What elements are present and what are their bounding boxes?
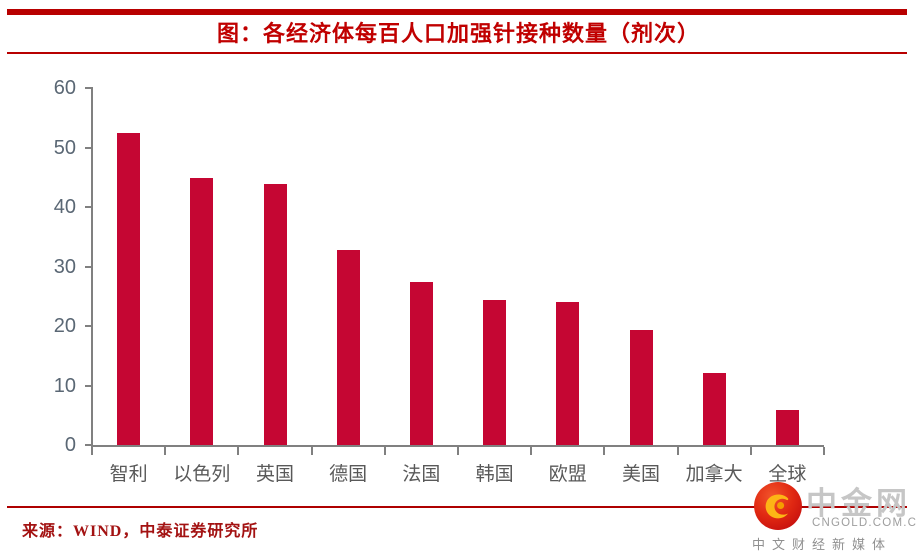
bar-加拿大 xyxy=(702,373,726,445)
x-tick xyxy=(676,447,679,455)
x-category-label: 法国 xyxy=(402,464,441,485)
y-axis-line xyxy=(91,87,93,446)
y-tick xyxy=(85,206,91,208)
cngold-swirl-icon xyxy=(754,482,802,530)
y-tick-label: 60 xyxy=(53,77,76,99)
x-tick xyxy=(164,447,167,455)
cngold-logo: 中金网 CNGOLD.COM.CN 中文财经新媒体 xyxy=(750,477,917,552)
bar-智利 xyxy=(117,132,141,445)
y-tick xyxy=(85,444,91,446)
bar-欧盟 xyxy=(556,301,580,445)
bar-美国 xyxy=(629,330,653,445)
y-tick-label: 0 xyxy=(64,434,76,456)
x-category-label: 英国 xyxy=(255,464,294,485)
x-axis-line xyxy=(91,445,824,447)
logo-tagline: 中文财经新媒体 xyxy=(752,537,893,552)
x-category-label: 美国 xyxy=(621,464,660,485)
y-tick xyxy=(85,325,91,327)
bar-韩国 xyxy=(483,300,507,445)
bar-法国 xyxy=(409,281,433,445)
title-underline-rule xyxy=(7,52,907,54)
y-tick xyxy=(85,384,91,387)
x-tick xyxy=(749,447,752,455)
x-category-label: 欧盟 xyxy=(548,464,587,485)
x-tick xyxy=(91,447,93,455)
x-tick xyxy=(237,447,240,455)
source-note: 来源：WIND，中泰证券研究所 xyxy=(22,523,259,540)
logo-name: 中金网 xyxy=(806,486,911,521)
bar-德国 xyxy=(336,249,360,445)
y-tick-label: 20 xyxy=(53,315,76,337)
x-category-label: 以色列 xyxy=(173,464,231,485)
x-tick xyxy=(383,447,386,455)
top-rule xyxy=(7,9,907,15)
bar-全球 xyxy=(775,410,799,445)
x-category-label: 德国 xyxy=(329,464,368,485)
bar-英国 xyxy=(263,184,287,445)
y-tick xyxy=(85,146,91,149)
y-tick-label: 10 xyxy=(53,374,76,397)
y-tick-label: 40 xyxy=(53,196,76,218)
x-category-label: 韩国 xyxy=(475,464,514,485)
bar-chart: 0 10 20 30 40 50 60 智利 以色列 英国 德国 法国 韩国 欧盟 美国 加拿大 全球 xyxy=(0,60,917,500)
y-tick-label: 30 xyxy=(53,255,76,278)
footer-rule xyxy=(7,506,907,508)
bar-以色列 xyxy=(190,178,214,445)
x-tick xyxy=(823,447,825,455)
x-category-label: 加拿大 xyxy=(685,464,743,485)
x-tick xyxy=(603,447,606,455)
x-tick xyxy=(457,447,459,455)
x-tick xyxy=(310,447,313,455)
x-tick xyxy=(530,447,533,455)
x-category-label: 全球 xyxy=(768,464,807,485)
y-tick xyxy=(85,87,91,89)
y-tick xyxy=(85,265,91,268)
logo-domain: CNGOLD.COM.CN xyxy=(812,517,917,529)
y-tick-label: 50 xyxy=(53,136,76,159)
x-category-label: 智利 xyxy=(109,464,148,485)
chart-title: 图：各经济体每百人口加强针接种数量（剂次） xyxy=(216,21,700,46)
